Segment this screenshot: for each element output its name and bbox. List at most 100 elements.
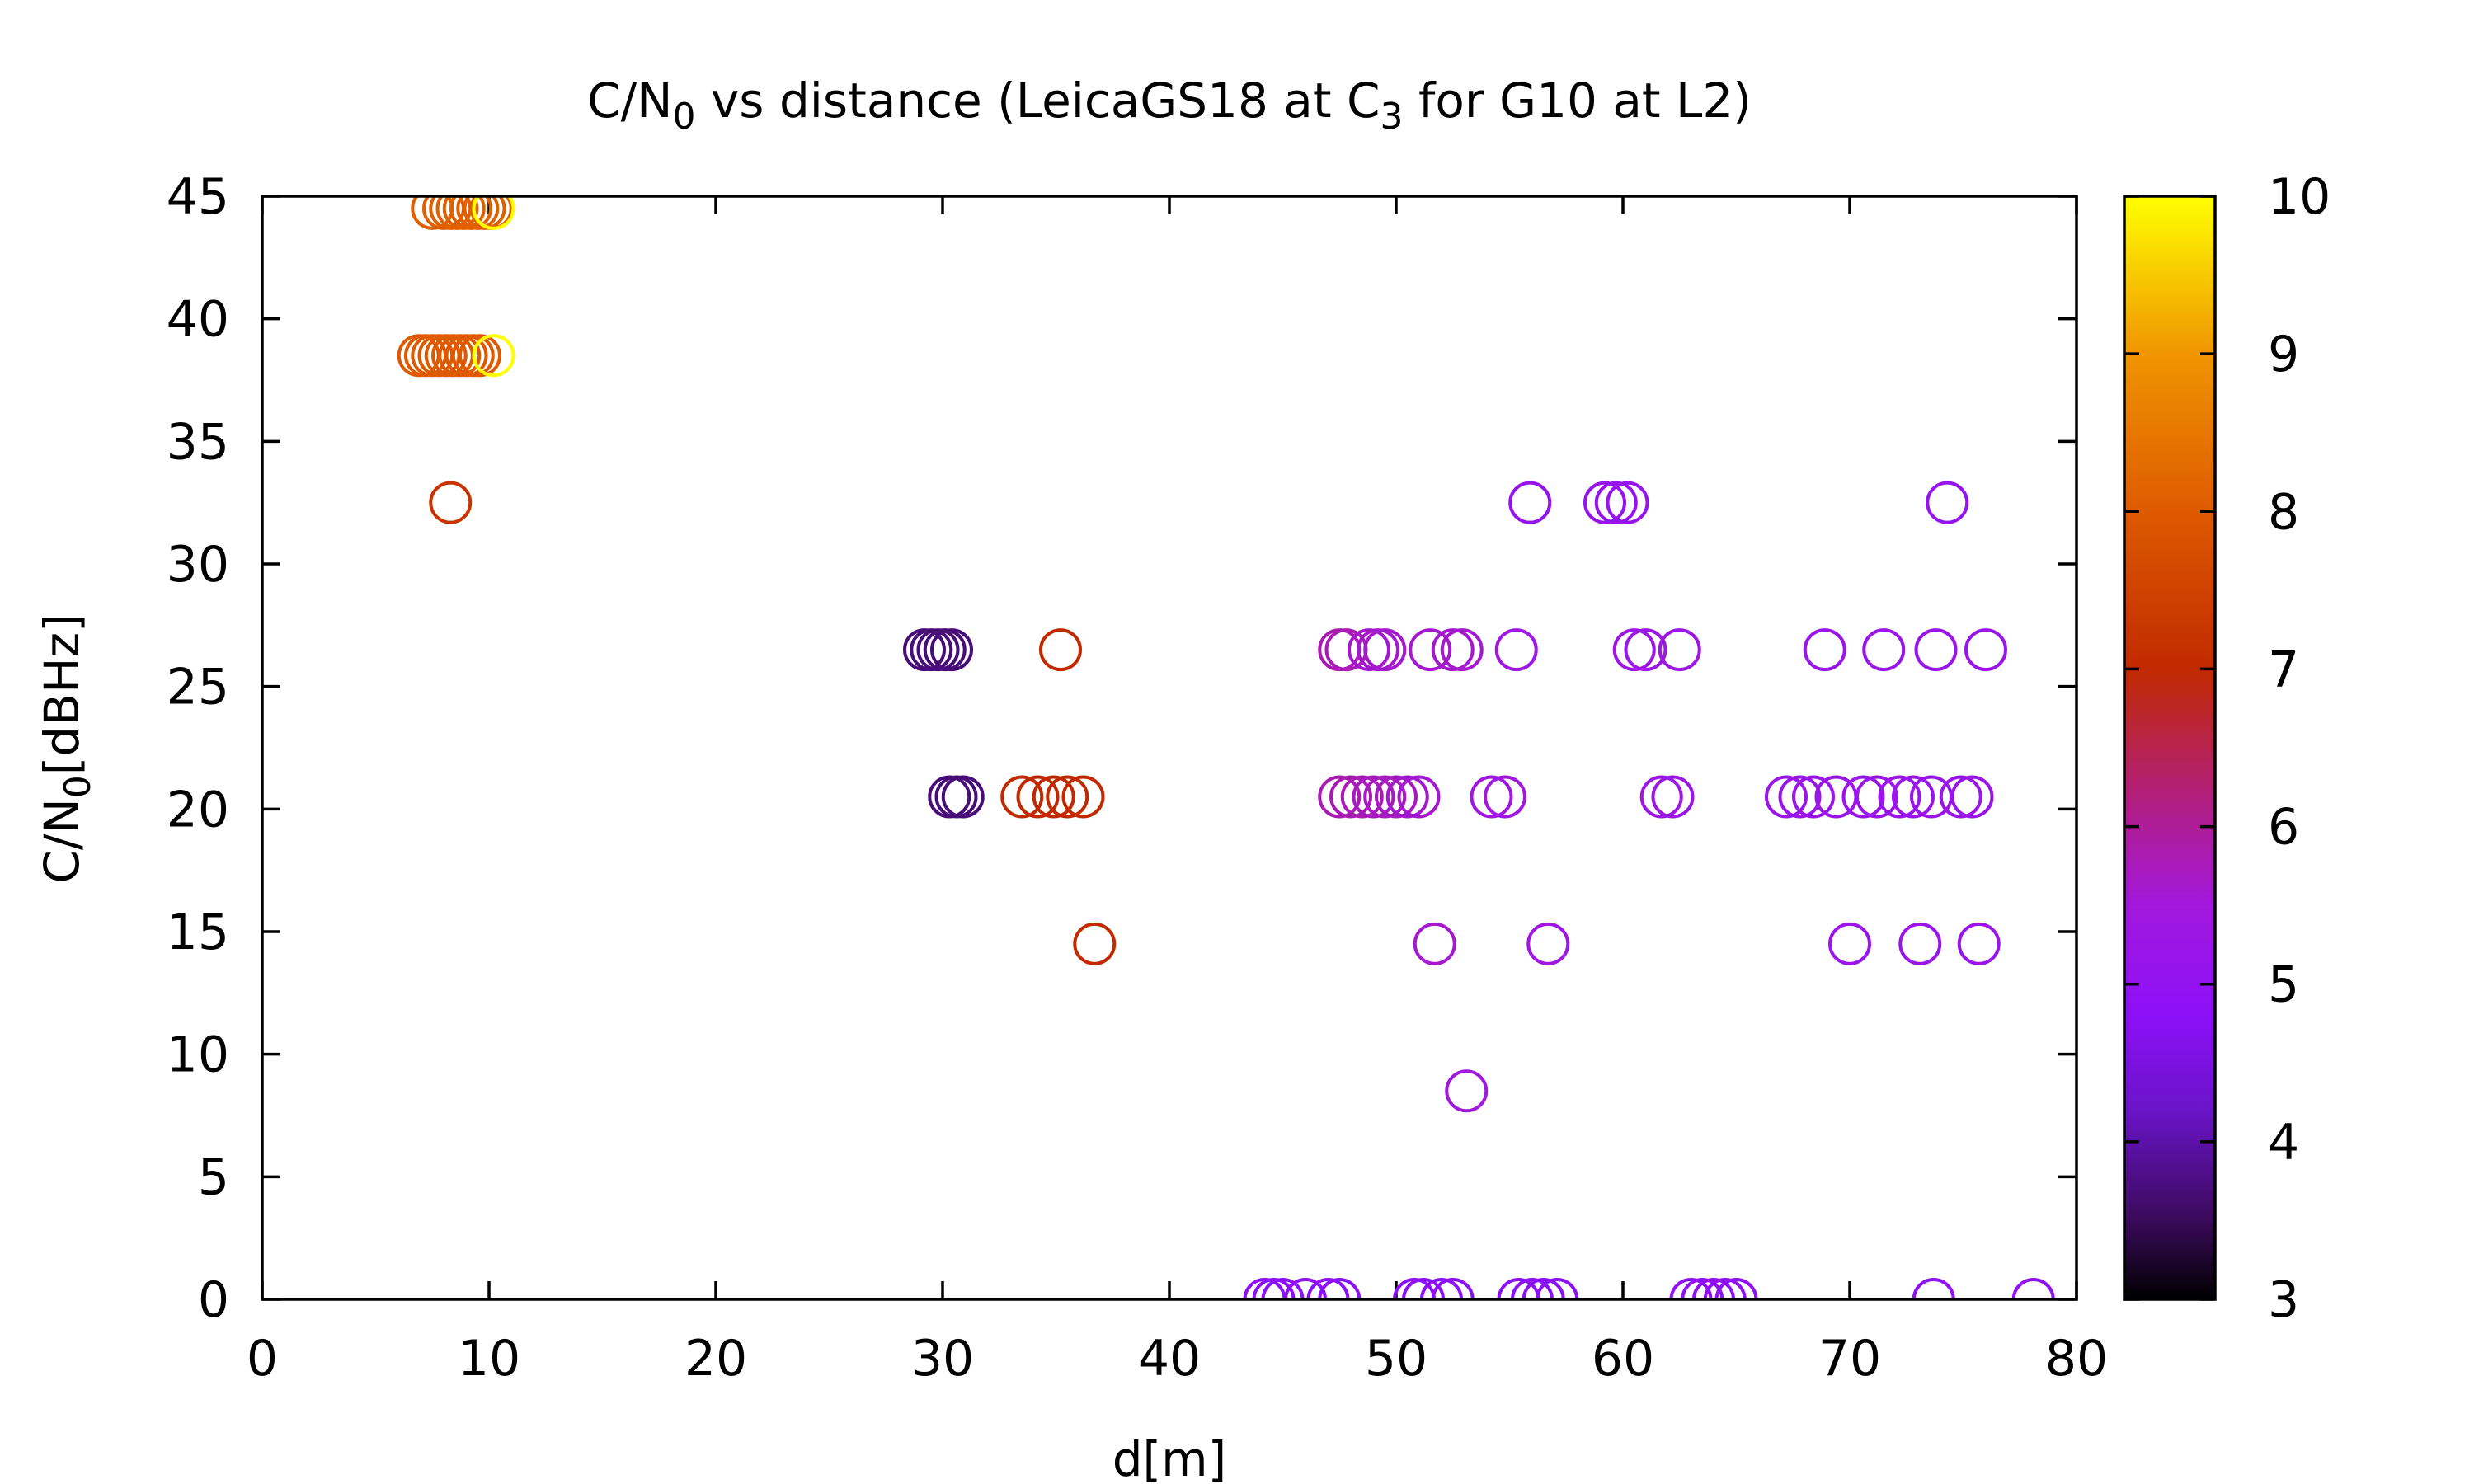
colorbar-tick-label: 8 [2268,483,2299,541]
colorbar-tick-label: 4 [2268,1114,2299,1172]
data-point [1329,775,1372,819]
data-point [1862,628,1906,672]
data-point [1692,1278,1735,1299]
data-point [1651,775,1695,819]
y-tick-label: 40 [167,291,229,349]
data-point [1624,628,1667,672]
data-point [1878,775,1921,819]
y-tick-label: 15 [167,904,229,961]
data-point [1892,775,1935,819]
data-point [1511,1278,1554,1299]
data-point [1073,922,1117,965]
data-point [1340,775,1384,819]
data-point [1363,775,1407,819]
data-point [1803,628,1846,672]
data-point [1957,922,2001,965]
colorbar-tick-label: 3 [2268,1271,2299,1329]
data-points [397,196,2055,1299]
chart-title: C/N0 vs distance (LeicaGS18 at C3 for G1… [587,73,1752,138]
data-point [1445,1069,1489,1113]
data-point [1431,628,1475,672]
data-point [1612,628,1656,672]
data-point [1522,1278,1565,1299]
data-point [1841,775,1885,819]
data-point [1046,775,1089,819]
data-point [1284,1278,1327,1299]
data-point [1306,1278,1350,1299]
data-point [1431,1278,1475,1299]
x-tick-label: 60 [1592,1330,1654,1388]
y-tick-label: 20 [167,781,229,838]
data-point [1252,1278,1296,1299]
data-point [1039,628,1082,672]
y-tick-label: 30 [167,536,229,594]
x-axis-label: d[m] [1112,1431,1227,1484]
x-tick-label: 70 [1818,1330,1881,1388]
y-tick-label: 0 [198,1271,229,1329]
data-point [1375,775,1418,819]
x-tick-label: 30 [911,1330,974,1388]
x-tick-label: 40 [1138,1330,1201,1388]
data-point [1898,922,1942,965]
colorbar-tick-label: 9 [2268,326,2299,383]
x-tick-label: 10 [458,1330,520,1388]
data-point [1363,628,1407,672]
data-point [1536,1278,1579,1299]
data-point [1778,775,1822,819]
x-tick-label: 80 [2045,1330,2108,1388]
plot-frame [261,195,2078,1301]
data-point [1409,628,1452,672]
y-tick-label: 45 [167,168,229,226]
data-point [1583,481,1626,524]
data-point [1703,1278,1747,1299]
data-point [1912,1278,1955,1299]
data-point [1964,628,2007,672]
data-point [1243,1278,1286,1299]
data-point [1484,775,1526,819]
data-point [1939,775,1982,819]
data-point [1497,1278,1540,1299]
data-point [1681,1278,1724,1299]
data-point [1639,775,1683,819]
data-point [1714,1278,1758,1299]
colorbar-tick-label: 7 [2268,641,2299,698]
colorbar: 3 4 5 6 7 8 9 10 [2123,168,2331,1329]
data-point [472,334,515,378]
data-point [1828,922,1871,965]
data-point [1658,628,1701,672]
data-point [1950,775,1994,819]
data-point [1413,922,1456,965]
colorbar-gradient [2123,195,2217,1301]
data-point [1440,628,1484,672]
data-point [1792,775,1835,819]
data-point [1470,775,1513,819]
data-point [1606,481,1649,524]
data-point [1385,775,1429,819]
data-point [1420,1278,1463,1299]
data-point [1397,775,1441,819]
y-tick-label: 10 [167,1026,229,1084]
data-point [1494,628,1538,672]
x-tick-label: 20 [684,1330,747,1388]
x-tick-label: 50 [1365,1330,1427,1388]
data-point [1352,775,1395,819]
data-point [1526,922,1570,965]
y-tick-label: 5 [198,1148,229,1206]
data-point [1032,775,1075,819]
data-point [1926,481,1969,524]
data-point [1016,775,1060,819]
data-point [1594,481,1638,524]
data-point [1318,775,1362,819]
data-point [1765,775,1808,819]
data-point [1856,775,1898,819]
data-point [1508,481,1552,524]
colorbar-tick-label: 5 [2268,956,2299,1014]
data-point [2011,1278,2055,1299]
data-point [930,628,973,672]
y-tick-label: 35 [167,413,229,471]
data-point [1348,628,1390,672]
data-point [1393,1278,1436,1299]
data-point [1061,775,1105,819]
data-point [429,481,473,524]
